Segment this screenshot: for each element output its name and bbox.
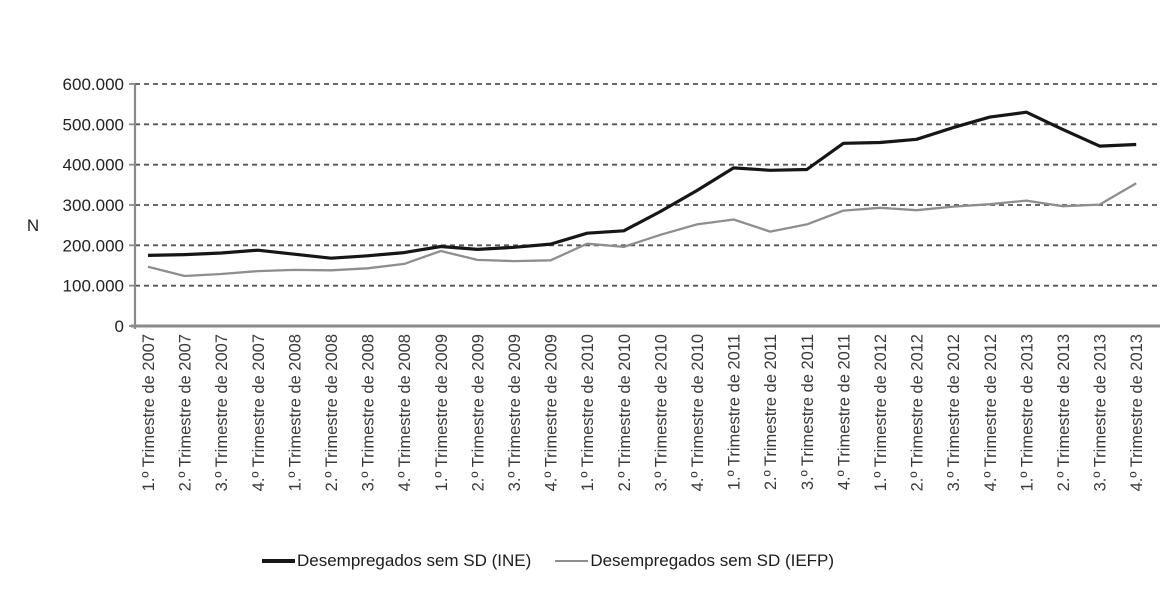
chart-legend: Desempregados sem SD (INE) Desempregados…	[262, 551, 834, 571]
x-tick-label: 1.º Trimestre de 2008	[286, 334, 304, 491]
x-tick-label: 1.º Trimestre de 2013	[1018, 334, 1036, 491]
x-tick-label: 2.º Trimestre de 2010	[616, 334, 634, 491]
x-tick-label: 2.º Trimestre de 2011	[762, 334, 780, 490]
y-tick-label: 400.000	[63, 156, 124, 175]
x-tick-label: 1.º Trimestre de 2012	[872, 334, 890, 491]
x-axis-tick-labels: 1.º Trimestre de 2007 2.º Trimestre de 20…	[140, 334, 1146, 491]
y-tick-label: 0	[115, 317, 124, 336]
x-tick-label: 2.º Trimestre de 2008	[323, 334, 341, 491]
x-tick-label: 3.º Trimestre de 2007	[213, 334, 231, 491]
iefp-line-swatch-icon	[555, 559, 589, 563]
y-axis-title: N	[27, 216, 39, 235]
x-tick-label: 3.º Trimestre de 2011	[799, 334, 817, 490]
x-tick-label: 1.º Trimestre de 2009	[433, 334, 451, 491]
legend-label-ine: Desempregados sem SD (INE)	[297, 551, 532, 570]
x-tick-label: 1.º Trimestre de 2010	[579, 334, 597, 491]
y-tick-label: 300.000	[63, 196, 124, 215]
x-tick-label: 1.º Trimestre de 2007	[140, 334, 158, 491]
ine-line-swatch-icon	[262, 559, 295, 563]
x-tick-label: 4.º Trimestre de 2013	[1128, 334, 1146, 491]
series-line-iefp	[147, 182, 1137, 278]
x-tick-label: 3.º Trimestre de 2009	[506, 334, 524, 491]
series-line-ine	[147, 110, 1137, 260]
x-tick-label: 4.º Trimestre de 2011	[835, 334, 853, 490]
x-tick-label: 3.º Trimestre de 2008	[360, 334, 378, 491]
legend-label-iefp: Desempregados sem SD (IEFP)	[590, 551, 835, 570]
x-tick-label: 3.º Trimestre de 2010	[652, 334, 670, 491]
legend-item-ine: Desempregados sem SD (INE)	[262, 551, 531, 571]
x-tick-label: 4.º Trimestre de 2008	[396, 334, 414, 491]
x-tick-label: 2.º Trimestre de 2009	[469, 334, 487, 491]
x-tick-label: 3.º Trimestre de 2013	[1092, 334, 1110, 491]
x-tick-label: 4.º Trimestre de 2009	[543, 334, 561, 491]
legend-item-iefp: Desempregados sem SD (IEFP)	[555, 551, 834, 571]
x-tick-label: 2.º Trimestre de 2013	[1055, 334, 1073, 491]
y-tick-label: 600.000	[63, 75, 124, 94]
x-tick-label: 2.º Trimestre de 2007	[177, 334, 195, 491]
x-tick-label: 3.º Trimestre de 2012	[945, 334, 963, 491]
y-tick-label: 500.000	[63, 115, 124, 134]
y-tick-label: 200.000	[63, 236, 124, 255]
x-tick-label: 2.º Trimestre de 2012	[909, 334, 927, 491]
y-axis-tick-labels: 0 100.000 200.000 300.000 400.000 500.000 600.…	[63, 75, 124, 336]
x-tick-label: 1.º Trimestre de 2011	[726, 334, 744, 490]
y-tick-label: 100.000	[63, 277, 124, 296]
x-tick-label: 4.º Trimestre de 2010	[689, 334, 707, 491]
x-tick-label: 4.º Trimestre de 2012	[982, 334, 1000, 491]
x-tick-label: 4.º Trimestre de 2007	[250, 334, 268, 491]
axes	[129, 83, 1160, 329]
